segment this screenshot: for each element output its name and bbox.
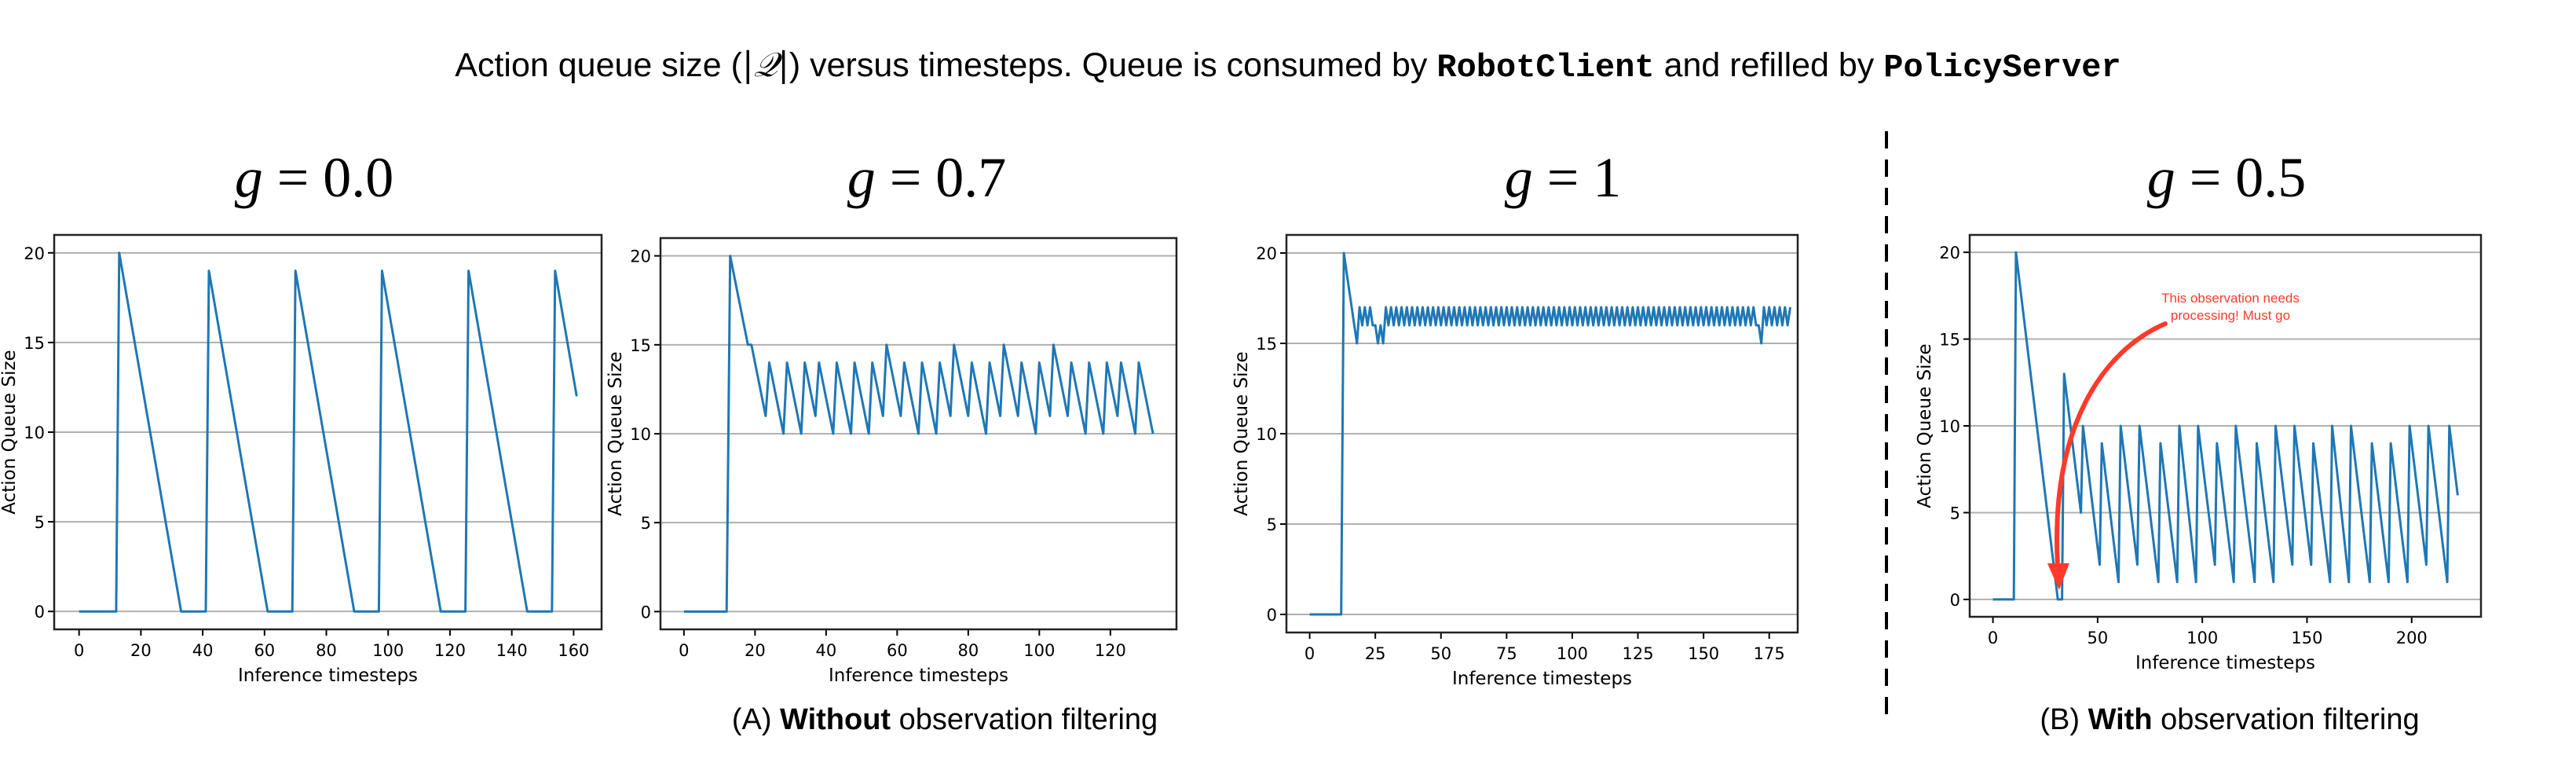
title-prefix: Action queue size ( (455, 46, 742, 84)
y-tick-label: 20 (1939, 244, 1960, 262)
panel-title-g0: g = 0.0 (157, 145, 471, 211)
panel-title-g07: g = 0.7 (770, 145, 1084, 211)
x-axis-label: Inference timesteps (1452, 669, 1632, 689)
y-tick-label: 5 (35, 513, 45, 532)
x-tick-label: 200 (2396, 629, 2428, 647)
caption-a-prefix: (A) (731, 703, 781, 736)
y-tick-label: 20 (24, 244, 45, 263)
title-policyserver: PolicyServer (1883, 49, 2121, 86)
x-axis-label: Inference timesteps (238, 666, 418, 686)
x-tick-label: 125 (1622, 644, 1653, 663)
panel-var: g (847, 146, 876, 209)
x-tick-label: 80 (316, 641, 337, 660)
panel-var: g (1504, 146, 1533, 209)
plot-frame (659, 236, 1178, 631)
plot-frame (1968, 233, 2483, 618)
y-axis-label: Action Queue Size (1915, 343, 1935, 508)
caption-b-prefix: (B) (2040, 703, 2088, 736)
caption-a-suffix: observation filtering (891, 703, 1158, 736)
caption-a: (A) Without observation filtering (591, 703, 1298, 737)
x-tick-label: 25 (1365, 644, 1386, 663)
x-tick-label: 120 (434, 641, 466, 660)
x-tick-label: 120 (1095, 641, 1126, 660)
y-tick-label: 5 (1267, 515, 1277, 534)
y-tick-label: 0 (35, 603, 45, 622)
annotation-text-line1: This observation needs (2161, 291, 2300, 306)
y-tick-label: 5 (1950, 504, 1960, 522)
x-tick-label: 0 (1304, 644, 1315, 663)
x-tick-label: 20 (130, 641, 152, 660)
panel-title-g05: g = 0.5 (2069, 145, 2384, 211)
x-tick-label: 50 (1430, 644, 1451, 663)
y-axis-label: Action Queue Size (606, 351, 626, 515)
y-tick-label: 10 (1256, 425, 1277, 444)
x-tick-label: 100 (1557, 644, 1588, 663)
x-tick-label: 80 (957, 641, 979, 660)
panel-var: g (234, 146, 263, 209)
panel-title-g1: g = 1 (1406, 145, 1720, 211)
series-line (683, 255, 1154, 613)
x-axis-label: Inference timesteps (2135, 653, 2315, 673)
series-line (1992, 251, 2459, 601)
series-line (1309, 251, 1791, 616)
y-tick-label: 10 (1939, 417, 1960, 436)
x-tick-label: 160 (558, 641, 589, 660)
x-tick-label: 100 (2186, 629, 2218, 647)
y-tick-label: 15 (24, 334, 45, 353)
x-tick-label: 40 (815, 641, 836, 660)
x-tick-label: 150 (1688, 644, 1719, 663)
y-tick-label: 10 (24, 424, 45, 442)
y-axis-label: Action Queue Size (0, 350, 20, 514)
y-tick-label: 0 (1950, 591, 1960, 610)
y-tick-label: 15 (1256, 335, 1277, 354)
y-tick-label: 15 (630, 336, 651, 355)
series-line (79, 251, 578, 613)
x-tick-label: 0 (679, 641, 689, 660)
y-tick-label: 15 (1939, 331, 1960, 350)
panel-var: g (2146, 146, 2175, 209)
y-tick-label: 10 (630, 425, 651, 444)
x-tick-label: 175 (1754, 644, 1785, 663)
panel-value: = 0.5 (2175, 146, 2307, 209)
caption-a-bold: Without (780, 703, 891, 736)
x-tick-label: 140 (496, 641, 528, 660)
panel-value: = 0.0 (262, 146, 394, 209)
x-tick-label: 60 (254, 641, 275, 660)
title-mid2: and refilled by (1654, 46, 1884, 84)
x-tick-label: 100 (1023, 641, 1055, 660)
annotation-text-line2: processing! Must go (2171, 308, 2290, 323)
x-tick-label: 150 (2291, 629, 2322, 647)
x-tick-label: 40 (192, 641, 214, 660)
y-tick-label: 20 (630, 248, 651, 266)
caption-b-bold: With (2088, 703, 2153, 736)
figure-title: Action queue size (|𝒬|) versus timesteps… (0, 46, 2576, 86)
y-tick-label: 5 (641, 514, 651, 533)
title-robotclient: RobotClient (1436, 49, 1655, 86)
x-tick-label: 0 (74, 641, 84, 660)
caption-b-suffix: observation filtering (2152, 703, 2420, 736)
y-tick-label: 0 (641, 603, 651, 622)
plot-frame (1285, 233, 1799, 634)
y-tick-label: 20 (1256, 244, 1277, 263)
plot-frame (53, 233, 603, 631)
y-axis-label: Action Queue Size (1231, 351, 1252, 515)
x-tick-label: 0 (1988, 629, 1998, 647)
title-queue-symbol: |𝒬| (742, 46, 789, 85)
x-tick-label: 20 (745, 641, 766, 660)
x-tick-label: 75 (1496, 644, 1517, 663)
panel-value: = 0.7 (875, 146, 1007, 209)
panel-value: = 1 (1532, 146, 1622, 209)
x-tick-label: 50 (2088, 629, 2109, 647)
title-mid: ) versus timesteps. Queue is consumed by (789, 46, 1437, 84)
x-axis-label: Inference timesteps (829, 666, 1008, 686)
annotation-arrowhead (2047, 563, 2069, 590)
x-tick-label: 60 (887, 641, 908, 660)
y-tick-label: 0 (1267, 606, 1277, 625)
x-tick-label: 100 (372, 641, 404, 660)
annotation-arrow (2055, 321, 2168, 569)
caption-b: (B) With observation filtering (1876, 703, 2576, 737)
